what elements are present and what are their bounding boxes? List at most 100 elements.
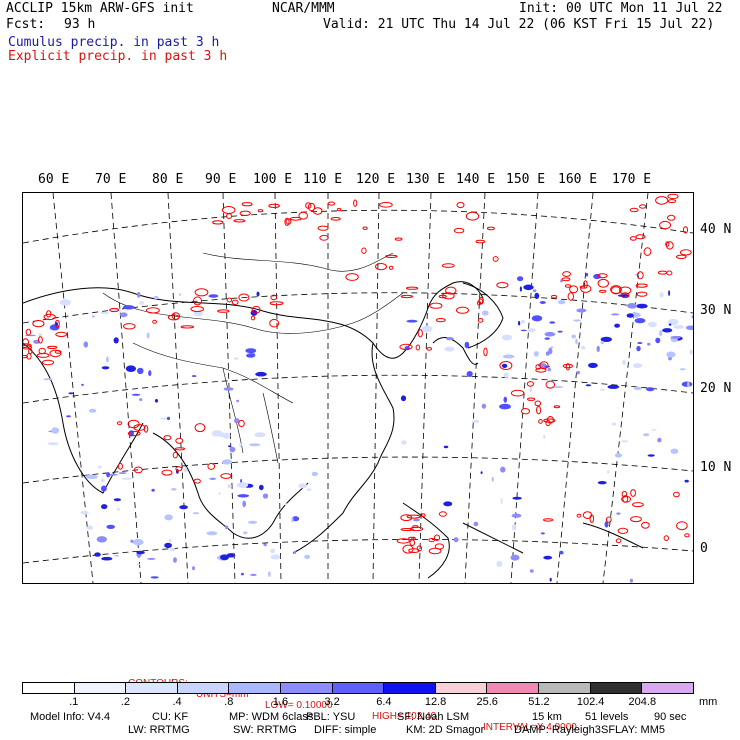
model-info-item: 51 levels — [585, 711, 629, 723]
colorbar-swatch — [332, 683, 385, 693]
explicit-contour — [172, 451, 178, 459]
explicit-contour — [679, 249, 692, 256]
lon-label: 80 E — [152, 172, 184, 187]
cumulus-cell — [179, 505, 188, 510]
explicit-contour — [453, 227, 465, 234]
cumulus-cell — [614, 323, 620, 328]
colorbar-tick: 3.2 — [324, 696, 340, 708]
explicit-contour — [445, 286, 457, 295]
cumulus-cell — [558, 299, 566, 305]
cumulus-cell — [150, 576, 159, 579]
cumulus-cell — [444, 346, 455, 352]
cumulus-cell — [684, 479, 689, 483]
colorbar-tick: 6.4 — [376, 696, 392, 708]
cumulus-cell — [600, 388, 605, 391]
cumulus-cell — [518, 320, 521, 326]
explicit-contour — [239, 210, 251, 216]
cumulus-cell — [225, 525, 229, 530]
explicit-contour — [43, 313, 56, 321]
cumulus-precip — [24, 272, 697, 583]
cumulus-cell — [517, 276, 524, 282]
cumulus-cell — [647, 321, 657, 328]
explicit-contour — [307, 202, 316, 212]
explicit-contour — [171, 312, 181, 320]
cumulus-cell — [113, 498, 121, 502]
cumulus-cell — [270, 548, 275, 554]
cumulus-cell — [511, 513, 522, 518]
explicit-contour — [49, 349, 62, 358]
explicit-contour — [526, 381, 534, 387]
explicit-contour — [620, 292, 630, 299]
cumulus-cell — [113, 554, 120, 557]
cumulus-cell — [246, 353, 256, 358]
explicit-contour — [225, 213, 233, 219]
explicit-contour — [630, 489, 636, 497]
explicit-contour — [576, 513, 582, 518]
explicit-contour — [406, 514, 421, 519]
explicit-contour — [619, 286, 632, 295]
explicit-contour — [127, 430, 141, 437]
colorbar-tick: 25.6 — [476, 696, 498, 708]
explicit-contour — [152, 319, 158, 324]
cumulus-cell — [576, 370, 580, 375]
colorbar-units: mm — [699, 696, 718, 708]
cumulus-cell — [531, 315, 543, 322]
cumulus-cell — [523, 284, 534, 291]
explicit-contour — [161, 469, 173, 476]
cumulus-cell — [43, 378, 53, 381]
explicit-precip — [17, 193, 692, 555]
cumulus-cell — [532, 289, 537, 293]
explicit-contour — [317, 225, 329, 231]
cumulus-cell — [576, 308, 587, 313]
cumulus-cell — [306, 488, 312, 491]
explicit-contour — [241, 202, 253, 207]
cumulus-cell — [642, 433, 650, 437]
cumulus-cell — [534, 292, 540, 299]
explicit-contour — [622, 495, 629, 503]
explicit-contour — [630, 516, 642, 523]
explicit-contour — [580, 284, 592, 293]
cumulus-cell — [94, 552, 101, 557]
cumulus-cell — [443, 501, 453, 507]
explicit-contour — [665, 241, 670, 247]
explicit-contour — [409, 539, 416, 547]
cumulus-cell — [249, 443, 261, 447]
cumulus-cell — [270, 554, 281, 560]
explicit-contour — [411, 536, 416, 541]
explicit-contour — [190, 306, 204, 312]
cumulus-cell — [130, 539, 134, 543]
cumulus-cell — [148, 370, 152, 377]
cumulus-cell — [533, 351, 539, 357]
lon-label: 100 E — [253, 172, 293, 187]
cumulus-cell — [511, 524, 517, 531]
cumulus-cell — [646, 387, 655, 392]
explicit-contour — [534, 400, 542, 407]
explicit-contour — [636, 271, 644, 280]
lon-label: 140 E — [456, 172, 496, 187]
cumulus-cell — [121, 477, 133, 480]
lat-label: 20 N — [700, 381, 732, 396]
explicit-contour — [36, 352, 50, 358]
cumulus-cell — [622, 359, 626, 365]
explicit-contour — [621, 490, 628, 498]
explicit-contour — [336, 207, 342, 212]
explicit-contour — [553, 405, 561, 409]
explicit-contour — [629, 207, 639, 213]
cumulus-cell — [132, 538, 144, 546]
cumulus-cell — [453, 537, 459, 543]
cumulus-cell — [83, 341, 89, 348]
colorbar-swatch — [281, 683, 333, 693]
cumulus-cell — [86, 474, 98, 479]
explicit-contour — [475, 239, 486, 244]
explicit-contour — [193, 478, 201, 484]
init-time: Init: 00 UTC Mon 11 Jul 22 — [519, 1, 723, 16]
cumulus-cell — [154, 399, 159, 403]
precip-map — [17, 192, 697, 584]
explicit-contour — [565, 363, 571, 371]
colorbar-swatch — [590, 683, 643, 693]
explicit-contour — [32, 320, 45, 328]
cumulus-cell — [68, 392, 74, 395]
cumulus-cell — [192, 512, 199, 515]
explicit-contour — [362, 226, 368, 230]
cumulus-cell — [501, 363, 508, 368]
